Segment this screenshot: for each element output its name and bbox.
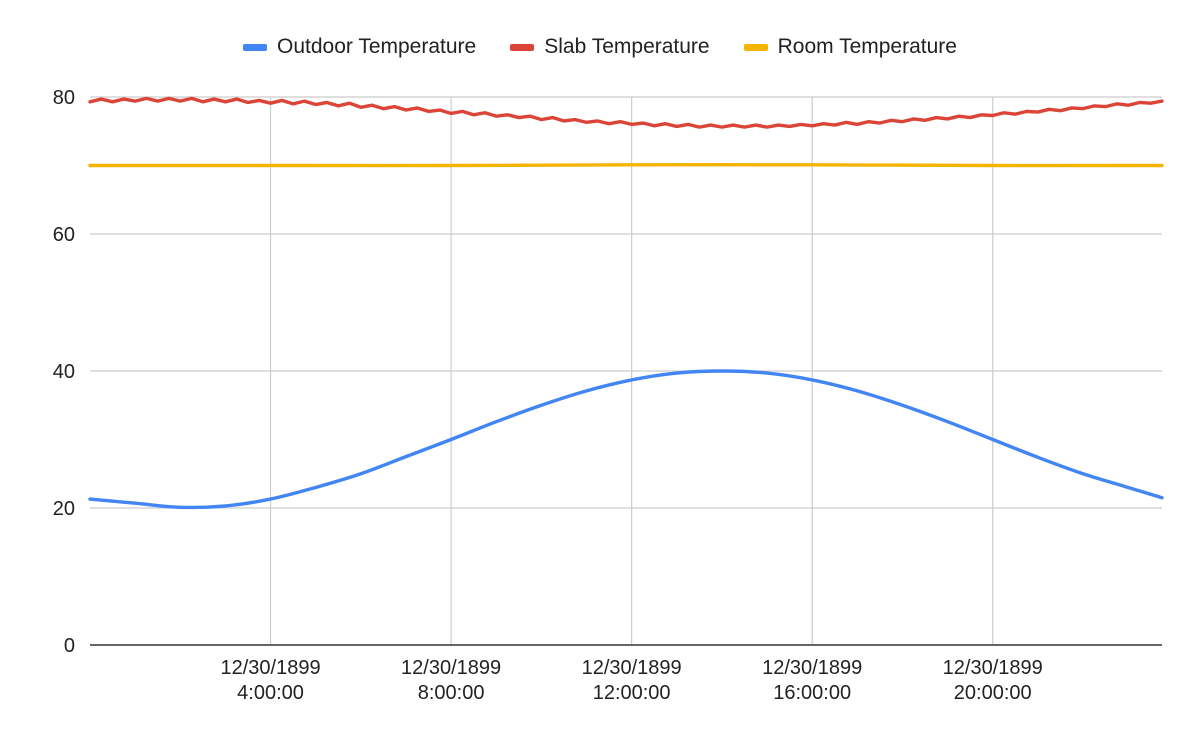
x-tick-time: 4:00:00 xyxy=(237,682,304,704)
x-tick-label: 12/30/1899 16:00:00 xyxy=(762,657,862,704)
y-tick-label: 80 xyxy=(53,87,75,109)
y-tick-label: 40 xyxy=(53,361,75,383)
tick-labels: 0 20 40 60 80 12/30/1899 4:00:00 12/30/1899 8:00… xyxy=(53,87,1043,704)
x-tick-time: 8:00:00 xyxy=(418,682,485,704)
outdoor-temperature-line[interactable] xyxy=(88,369,1164,510)
x-tick-date: 12/30/1899 xyxy=(220,657,320,679)
legend-item-outdoor[interactable]: Outdoor Temperature xyxy=(243,35,476,59)
y-tick-label: 60 xyxy=(53,224,75,246)
chart-legend: Outdoor Temperature Slab Temperature Roo… xyxy=(0,30,1200,64)
grid-lines xyxy=(90,96,1162,645)
legend-swatch-room xyxy=(743,43,768,51)
y-tick-label: 20 xyxy=(53,498,75,520)
y-tick-label: 0 xyxy=(64,635,75,657)
x-tick-label: 12/30/1899 4:00:00 xyxy=(220,657,320,704)
legend-item-room[interactable]: Room Temperature xyxy=(743,35,957,59)
x-tick-label: 12/30/1899 8:00:00 xyxy=(401,657,501,704)
legend-label-outdoor: Outdoor Temperature xyxy=(277,35,477,58)
x-tick-date: 12/30/1899 xyxy=(401,657,501,679)
x-tick-time: 16:00:00 xyxy=(773,682,851,704)
slab-temperature-line[interactable] xyxy=(88,96,1164,129)
x-tick-date: 12/30/1899 xyxy=(762,657,862,679)
plot-area xyxy=(88,96,1164,510)
x-tick-date: 12/30/1899 xyxy=(943,657,1043,679)
legend-label-slab: Slab Temperature xyxy=(544,35,710,58)
x-tick-time: 12:00:00 xyxy=(593,682,671,704)
legend-swatch-slab xyxy=(510,43,535,51)
x-tick-label: 12/30/1899 12:00:00 xyxy=(582,657,682,704)
room-temperature-line[interactable] xyxy=(88,163,1164,168)
legend-swatch-outdoor xyxy=(243,43,267,51)
legend-label-room: Room Temperature xyxy=(777,35,957,58)
x-tick-date: 12/30/1899 xyxy=(582,657,682,679)
x-tick-label: 12/30/1899 20:00:00 xyxy=(943,657,1043,704)
x-tick-time: 20:00:00 xyxy=(954,682,1032,704)
legend-item-slab[interactable]: Slab Temperature xyxy=(510,35,710,59)
